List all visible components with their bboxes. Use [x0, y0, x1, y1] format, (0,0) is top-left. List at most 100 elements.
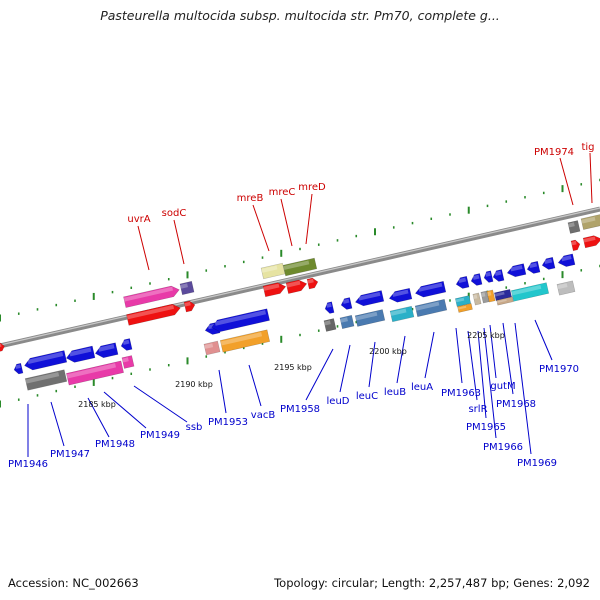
label-mred-leader — [305, 193, 313, 245]
orange-small-gene[interactable] — [457, 303, 473, 313]
leud-gene[interactable] — [340, 297, 353, 311]
label-pm1970-leader — [534, 319, 553, 361]
label-uvra: uvrA — [127, 214, 150, 225]
pink-band-small[interactable] — [121, 355, 135, 369]
leua-gene[interactable] — [414, 280, 447, 298]
pm1970-gene[interactable] — [557, 253, 576, 268]
label-pm1947-leader — [50, 401, 65, 447]
pink-gene[interactable] — [203, 340, 221, 356]
mrec-gene[interactable] — [285, 278, 308, 294]
leub-cyan-gene[interactable] — [389, 305, 415, 323]
cyan-small-gene[interactable] — [454, 295, 472, 307]
label-pm1965-leader — [477, 330, 487, 419]
pink-band-gene[interactable] — [66, 360, 124, 386]
label-pm1958: PM1958 — [280, 404, 320, 415]
scale-2195: 2195 kbp — [274, 363, 312, 372]
label-leud: leuD — [327, 396, 350, 407]
scale-2190: 2190 kbp — [175, 380, 213, 389]
label-pm1970: PM1970 — [539, 364, 579, 375]
gray-band-gene[interactable] — [24, 369, 68, 391]
label-pm1949: PM1949 — [140, 430, 180, 441]
genome-title: Pasteurella multocida subsp. multocida s… — [100, 8, 500, 23]
label-mrec-leader — [280, 198, 293, 247]
red-gene[interactable] — [126, 303, 181, 326]
label-ssb-leader — [133, 385, 188, 423]
label-pm1948: PM1948 — [95, 439, 135, 450]
scale-2205: 2205 kbp — [467, 331, 505, 340]
gutm-gene[interactable] — [506, 263, 527, 279]
mred-gene[interactable] — [306, 277, 319, 290]
label-srlr: srlR — [468, 404, 487, 415]
red-gene-small[interactable] — [183, 300, 196, 313]
gray-small-gene[interactable] — [323, 318, 337, 332]
tig-gene[interactable] — [580, 214, 600, 230]
tig-red-gene[interactable] — [582, 234, 600, 249]
purple-small-gene[interactable] — [494, 289, 512, 301]
cyan-long-gene[interactable] — [510, 282, 550, 302]
leub-gene[interactable] — [388, 287, 413, 304]
label-pm1965: PM1965 — [466, 422, 506, 433]
label-pm1966-leader — [483, 327, 497, 439]
left-edge-red-gene[interactable] — [0, 342, 5, 352]
label-srlr-leader — [467, 330, 478, 401]
srlr-gene[interactable] — [470, 273, 483, 287]
label-pm1947: PM1947 — [50, 449, 90, 460]
label-pm1958-leader — [305, 348, 334, 401]
label-leub-leader — [396, 335, 406, 384]
label-gutm: gutM — [490, 381, 515, 392]
label-pm1946: PM1946 — [8, 459, 48, 470]
pm1946-gene[interactable] — [13, 362, 24, 375]
pm1948-gene[interactable] — [65, 345, 96, 364]
label-leua-leader — [424, 331, 435, 379]
label-pm1969-leader — [514, 322, 532, 455]
leuc-steel-gene[interactable] — [339, 315, 355, 329]
pm1974-gene[interactable] — [567, 220, 581, 234]
label-pm1974-leader — [559, 157, 574, 206]
ssb-gene[interactable] — [120, 338, 133, 352]
label-pm1968: PM1968 — [496, 399, 536, 410]
olive-gene[interactable] — [282, 257, 318, 277]
uvra-gene[interactable] — [123, 284, 180, 308]
label-leud-leader — [339, 344, 351, 393]
silver-gene[interactable] — [556, 280, 576, 296]
pm1947-gene[interactable] — [23, 350, 68, 371]
accession-label: Accession: NC_002663 — [8, 576, 139, 590]
label-tig-leader — [589, 152, 593, 204]
label-vacb-leader — [248, 364, 262, 407]
pm1968-gene[interactable] — [526, 261, 541, 274]
pm1966-gene[interactable] — [492, 269, 505, 283]
leua-steel-gene[interactable] — [414, 298, 448, 318]
vacb-gene[interactable] — [210, 308, 270, 334]
pm1949-gene[interactable] — [94, 342, 119, 360]
label-ssb: ssb — [186, 422, 203, 433]
pm1969-gene[interactable] — [541, 257, 556, 270]
tan-small-gene[interactable] — [496, 296, 514, 306]
genome-backbone-highlight — [0, 207, 600, 346]
beige-small-gene[interactable] — [472, 292, 482, 306]
label-leuc: leuC — [356, 391, 378, 402]
leuc-gene[interactable] — [354, 290, 385, 308]
label-sodc: sodC — [162, 208, 187, 219]
pm1958-gene[interactable] — [324, 301, 335, 315]
label-pm1953-leader — [218, 369, 227, 414]
orange-tiny-gene[interactable] — [486, 289, 496, 303]
pm1965-gene[interactable] — [483, 270, 494, 284]
yellow-gene[interactable] — [260, 262, 286, 280]
gray-tiny-gene[interactable] — [480, 290, 490, 304]
label-pm1974: PM1974 — [534, 147, 574, 158]
mreb-gene[interactable] — [262, 281, 287, 298]
label-mreb-leader — [252, 204, 270, 252]
label-mreb: mreB — [237, 193, 264, 204]
small-red-1[interactable] — [570, 239, 581, 252]
genome-backbone — [0, 206, 600, 349]
small-purple-gene[interactable] — [179, 281, 195, 295]
label-uvra-leader — [137, 225, 150, 271]
label-pm1948-leader — [87, 397, 110, 438]
label-pm1949-leader — [103, 391, 147, 429]
vacb-orange-gene[interactable] — [219, 329, 271, 353]
pm1963-gene[interactable] — [455, 276, 470, 289]
label-pm1963: PM1963 — [441, 388, 481, 399]
label-sodc-leader — [173, 219, 185, 265]
leuc-steel-2[interactable] — [354, 309, 386, 327]
